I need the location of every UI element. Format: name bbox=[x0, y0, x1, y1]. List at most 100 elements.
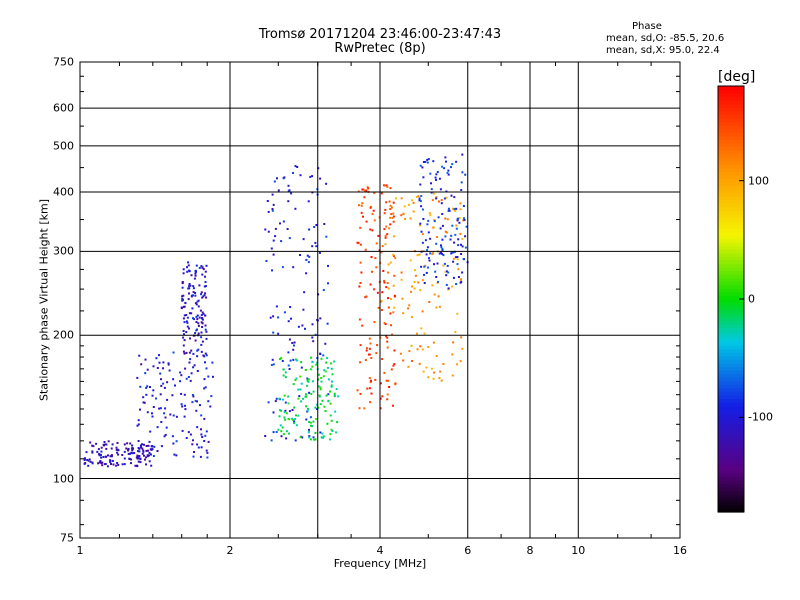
echo-point bbox=[393, 349, 396, 352]
echo-point bbox=[300, 382, 303, 385]
echo-point bbox=[326, 422, 329, 425]
echo-point bbox=[180, 307, 183, 310]
echo-point bbox=[297, 397, 300, 400]
echo-point bbox=[201, 311, 204, 314]
echo-point bbox=[393, 363, 396, 366]
echo-point bbox=[370, 357, 373, 359]
echo-point bbox=[269, 316, 272, 319]
echo-point bbox=[117, 453, 120, 456]
echo-point bbox=[164, 416, 167, 419]
echo-point bbox=[423, 332, 426, 335]
echo-point bbox=[359, 226, 362, 229]
echo-point bbox=[442, 264, 445, 267]
echo-point bbox=[452, 207, 455, 210]
echo-point bbox=[98, 453, 101, 456]
echo-point bbox=[166, 381, 169, 384]
echo-point bbox=[361, 188, 364, 191]
colorbar-segment bbox=[718, 441, 744, 446]
echo-point bbox=[418, 253, 421, 256]
echo-point bbox=[333, 392, 336, 395]
echo-point bbox=[192, 366, 195, 369]
echo-point bbox=[302, 308, 305, 311]
echo-point bbox=[383, 371, 386, 374]
echo-point bbox=[294, 165, 297, 168]
echo-point bbox=[319, 431, 322, 434]
echo-point bbox=[97, 448, 100, 451]
echo-point bbox=[412, 201, 415, 204]
echo-point bbox=[278, 409, 281, 412]
echo-point bbox=[194, 272, 197, 275]
colorbar-segment bbox=[718, 504, 744, 510]
echo-point bbox=[272, 431, 275, 434]
echo-point bbox=[299, 174, 302, 177]
echo-point bbox=[291, 409, 294, 411]
echo-point bbox=[272, 239, 275, 242]
echo-point bbox=[273, 180, 276, 183]
echo-point bbox=[196, 318, 199, 321]
echo-point bbox=[307, 380, 310, 383]
echo-point bbox=[187, 431, 190, 434]
echo-point bbox=[200, 317, 203, 320]
echo-point bbox=[418, 362, 421, 365]
echo-point bbox=[299, 388, 302, 391]
echo-point bbox=[281, 398, 284, 401]
echo-point bbox=[196, 400, 198, 403]
echo-point bbox=[430, 188, 433, 191]
echo-point bbox=[329, 414, 332, 417]
echo-point bbox=[431, 199, 434, 202]
echo-point bbox=[190, 312, 193, 315]
echo-point bbox=[447, 209, 450, 212]
echo-point bbox=[183, 314, 186, 317]
echo-point bbox=[196, 314, 199, 317]
echo-point bbox=[201, 340, 204, 343]
echo-point bbox=[441, 224, 444, 227]
echo-point bbox=[461, 171, 464, 174]
colorbar-segment bbox=[718, 458, 744, 463]
echo-point bbox=[426, 158, 429, 161]
echo-point bbox=[311, 336, 314, 339]
echo-point bbox=[137, 460, 140, 463]
x-tick-label: 16 bbox=[673, 544, 687, 557]
echo-point bbox=[411, 285, 413, 288]
echo-point bbox=[190, 274, 193, 277]
echo-point bbox=[387, 306, 390, 309]
echo-point bbox=[389, 223, 392, 226]
colorbar-segment bbox=[718, 295, 744, 300]
axis-ticks bbox=[80, 62, 680, 538]
echo-point bbox=[147, 449, 150, 452]
colorbar-segment bbox=[718, 508, 744, 513]
colorbar-segment bbox=[718, 451, 744, 456]
echo-point bbox=[190, 372, 193, 375]
echo-point bbox=[197, 305, 200, 308]
echo-point bbox=[163, 435, 166, 438]
echo-point bbox=[331, 380, 333, 383]
echo-point bbox=[138, 457, 141, 460]
colorbar-segment bbox=[718, 125, 744, 130]
echo-point bbox=[205, 264, 208, 267]
echo-point bbox=[373, 321, 376, 323]
echo-point bbox=[121, 463, 124, 466]
echo-point bbox=[327, 282, 329, 285]
echo-point bbox=[186, 321, 189, 324]
echo-point bbox=[204, 314, 207, 317]
echo-point bbox=[327, 399, 330, 402]
echo-point bbox=[309, 175, 312, 178]
echo-point bbox=[172, 351, 175, 354]
echo-point bbox=[116, 451, 119, 454]
chart-subtitle: RwPretec (8p) bbox=[334, 41, 426, 56]
echo-point bbox=[452, 251, 455, 254]
echo-point bbox=[203, 294, 206, 297]
echo-point bbox=[419, 200, 422, 203]
colorbar-segment bbox=[718, 157, 744, 162]
echo-point bbox=[203, 378, 206, 381]
echo-point bbox=[299, 254, 301, 256]
echo-point bbox=[426, 246, 429, 249]
echo-point bbox=[181, 295, 184, 298]
echo-point bbox=[172, 414, 175, 417]
colorbar-segment bbox=[718, 430, 744, 435]
echo-point bbox=[390, 298, 392, 300]
echo-point bbox=[450, 252, 453, 255]
echo-point bbox=[384, 184, 387, 187]
echo-point bbox=[383, 281, 386, 284]
colorbar-segment bbox=[718, 160, 744, 165]
